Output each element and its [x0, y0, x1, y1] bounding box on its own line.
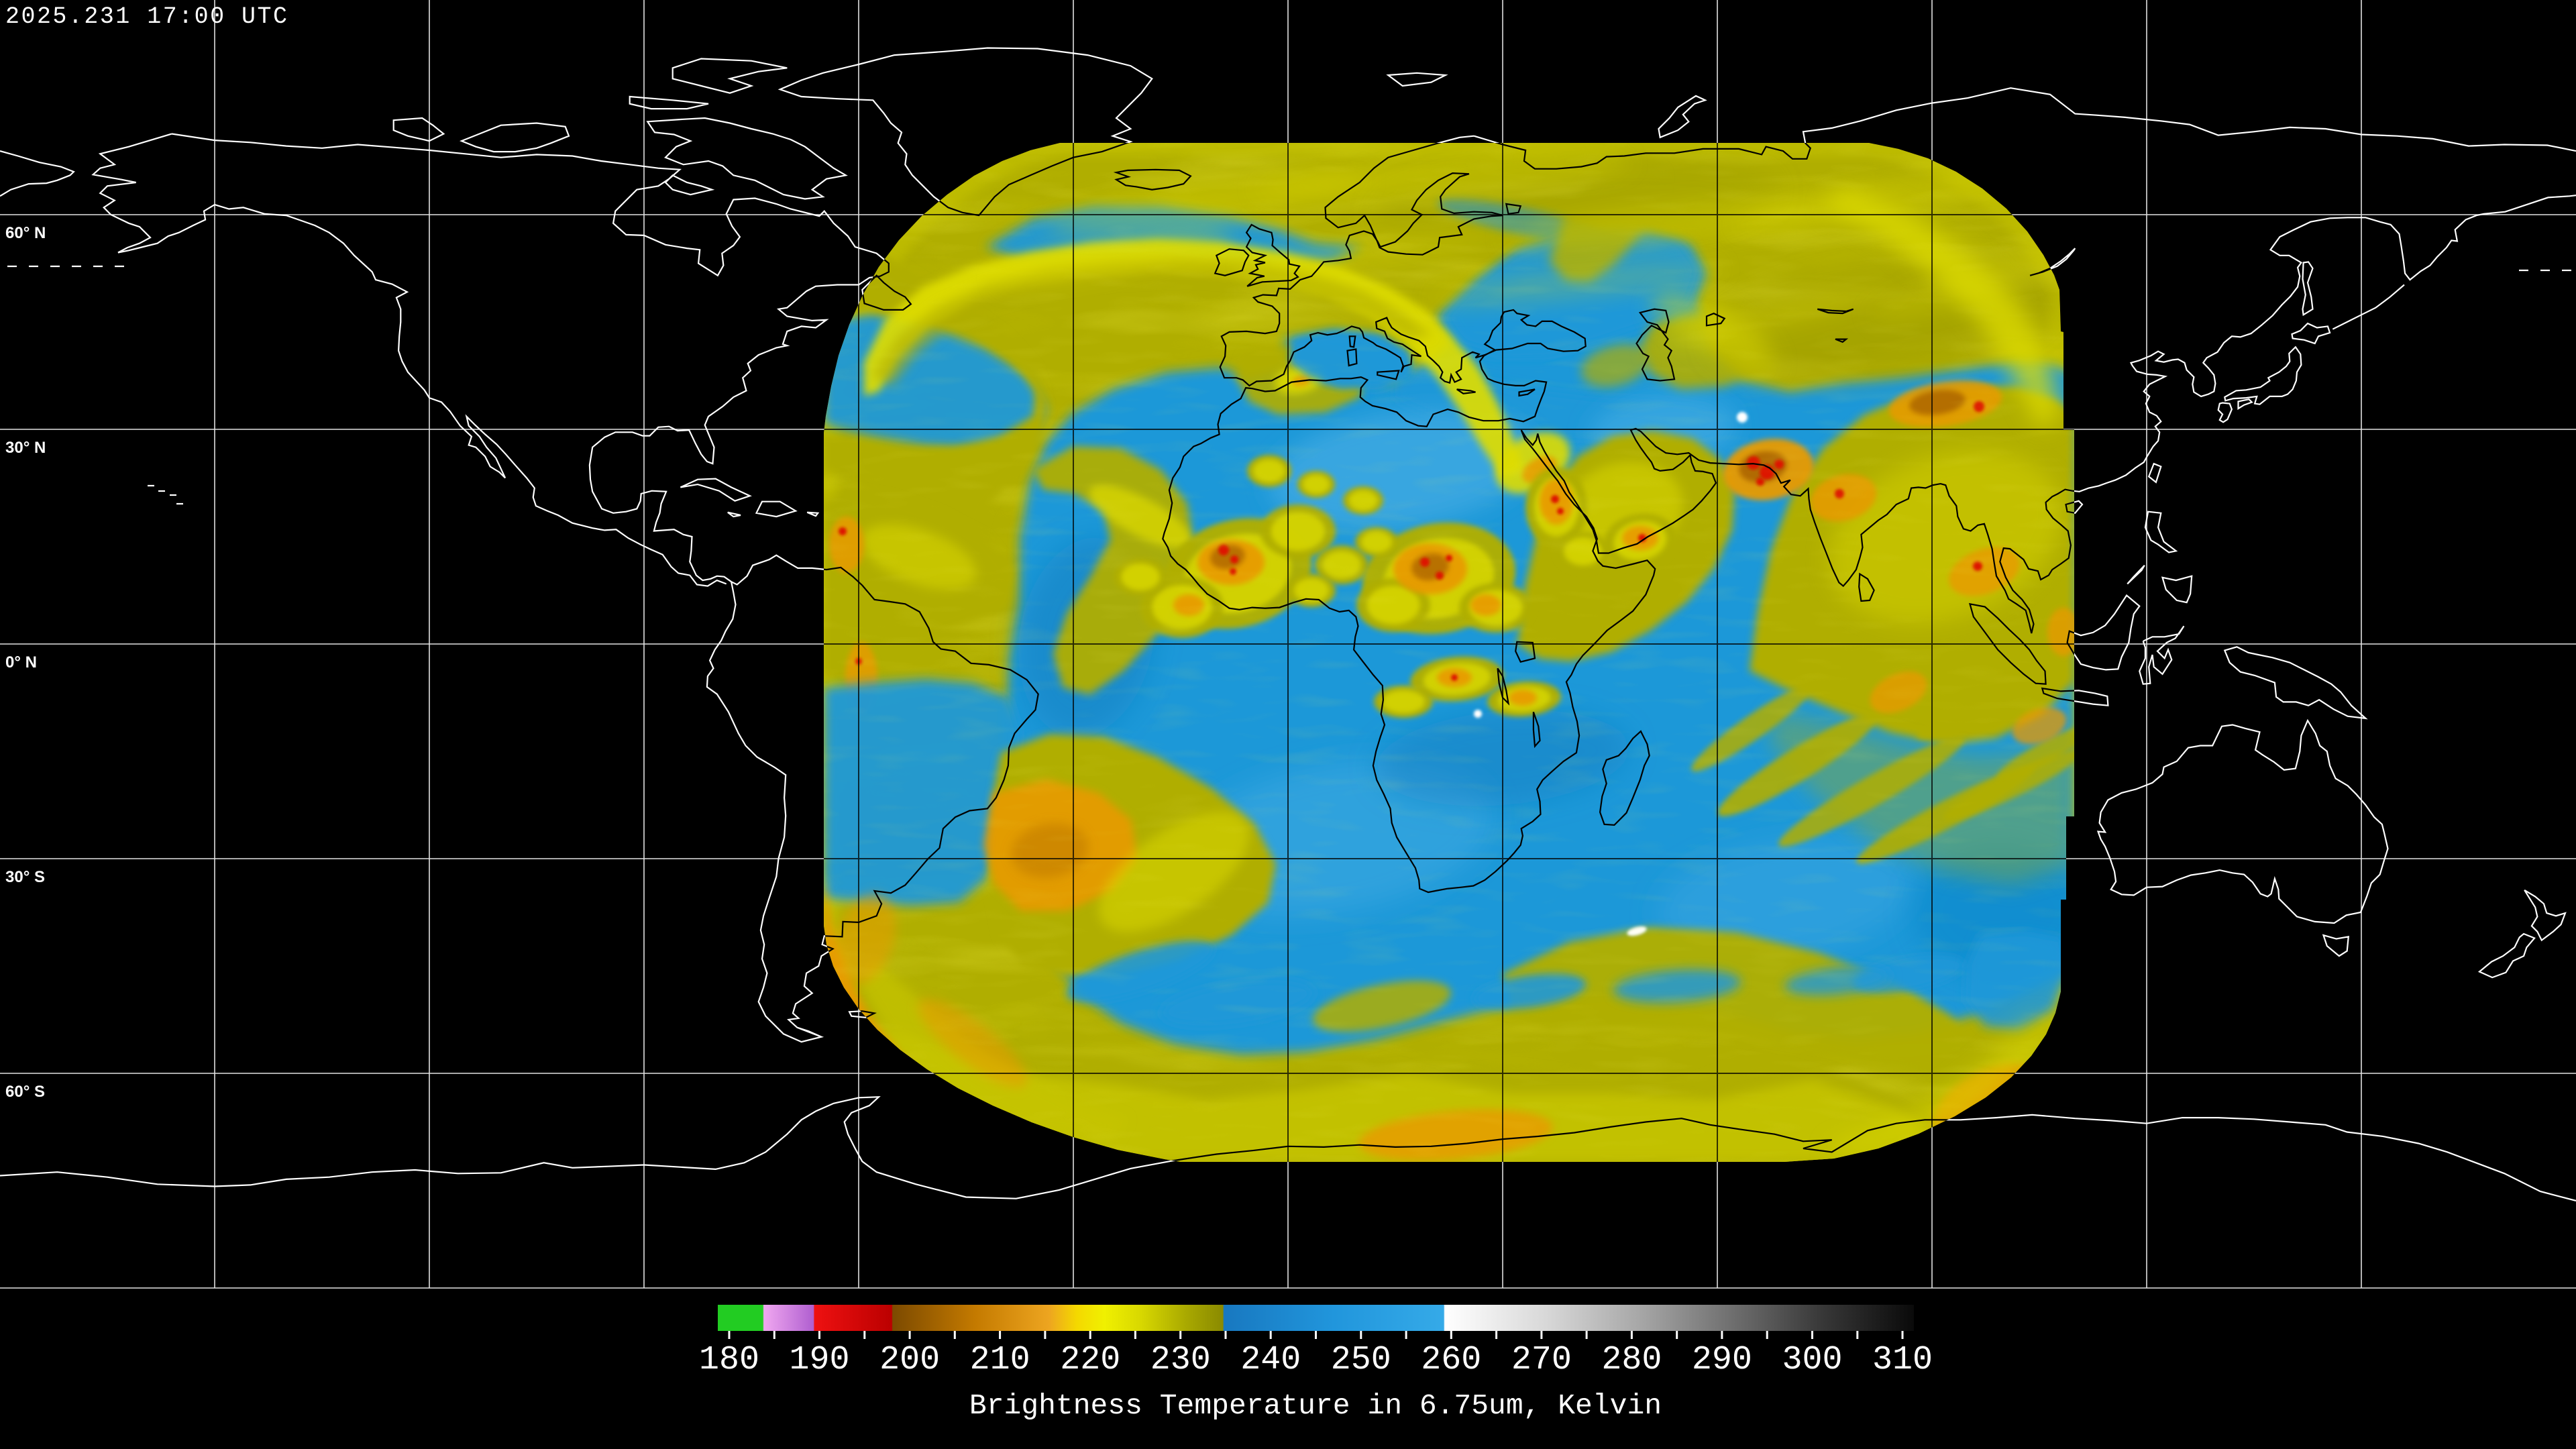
svg-text:210: 210: [970, 1341, 1030, 1379]
svg-text:270: 270: [1511, 1341, 1572, 1379]
svg-text:290: 290: [1692, 1341, 1752, 1379]
svg-text:Brightness Temperature in 6.75: Brightness Temperature in 6.75um, Kelvin: [969, 1389, 1662, 1422]
svg-text:190: 190: [789, 1341, 849, 1379]
svg-text:230: 230: [1150, 1341, 1211, 1379]
svg-text:300: 300: [1782, 1341, 1842, 1379]
svg-text:30° S: 30° S: [5, 868, 45, 886]
svg-text:30° N: 30° N: [5, 439, 46, 457]
svg-text:260: 260: [1421, 1341, 1481, 1379]
svg-text:60° N: 60° N: [5, 224, 46, 242]
svg-text:220: 220: [1060, 1341, 1120, 1379]
svg-text:60° S: 60° S: [5, 1083, 45, 1101]
svg-text:280: 280: [1601, 1341, 1662, 1379]
svg-text:0° N: 0° N: [5, 653, 37, 672]
svg-text:250: 250: [1331, 1341, 1391, 1379]
svg-text:240: 240: [1240, 1341, 1301, 1379]
svg-text:200: 200: [879, 1341, 940, 1379]
svg-text:310: 310: [1872, 1341, 1933, 1379]
svg-text:180: 180: [699, 1341, 759, 1379]
